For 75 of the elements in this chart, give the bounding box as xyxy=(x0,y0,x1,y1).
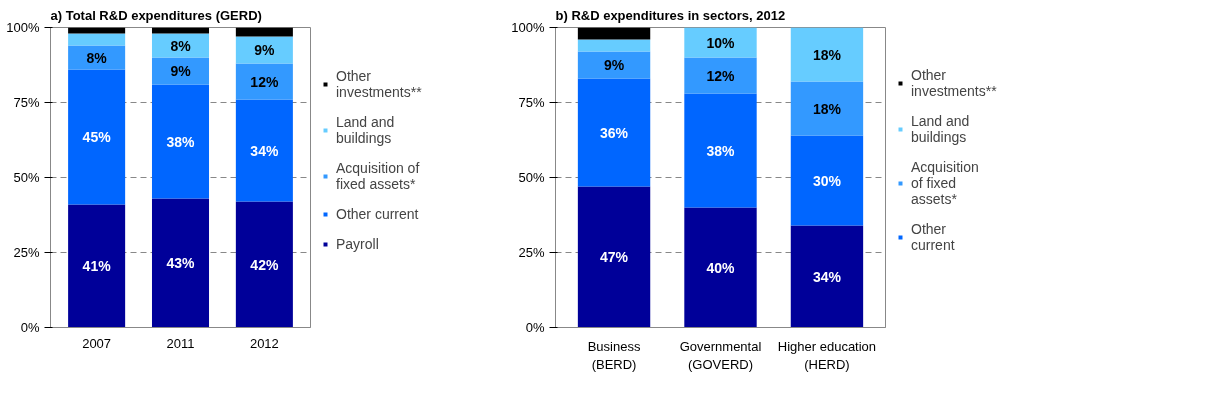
data-label: 18% xyxy=(812,46,842,63)
chart-title: a) Total R&D expenditures (GERD) xyxy=(50,7,262,23)
y-tick-label: 50% xyxy=(13,170,40,185)
x-tick-label: Higher education (HERD) xyxy=(777,338,877,372)
bar xyxy=(790,135,864,226)
bar xyxy=(790,27,864,82)
y-tick-label: 75% xyxy=(518,95,545,110)
bar xyxy=(68,69,126,205)
bar xyxy=(151,57,210,85)
data-label: 36% xyxy=(600,124,629,141)
bar xyxy=(577,39,651,52)
bar xyxy=(151,198,210,328)
x-tick-label: 2011 xyxy=(166,335,195,351)
bar xyxy=(684,207,757,328)
bar xyxy=(790,81,864,136)
data-label: 34% xyxy=(812,268,842,285)
y-tick-label: 75% xyxy=(13,95,40,110)
y-tick-label: 0% xyxy=(20,320,40,335)
data-label: 40% xyxy=(706,259,736,276)
data-label: 43% xyxy=(166,255,196,271)
data-label: 34% xyxy=(250,142,279,159)
bar xyxy=(151,84,210,199)
data-label: 45% xyxy=(82,129,112,145)
data-label: 9% xyxy=(603,57,625,73)
bar xyxy=(684,57,757,94)
legend-label: Other investments** xyxy=(336,68,422,100)
x-tick-label: 2012 xyxy=(249,335,279,351)
bar xyxy=(235,36,293,64)
bar xyxy=(235,27,293,37)
bar xyxy=(68,204,126,328)
data-label: 30% xyxy=(812,172,842,189)
legend-label: Acquisition of fixed assets* xyxy=(911,159,979,207)
data-label: 9% xyxy=(254,42,276,58)
bar xyxy=(577,78,651,187)
bar xyxy=(577,27,651,40)
data-label: 10% xyxy=(706,34,736,51)
legend-label: Payroll xyxy=(336,236,379,252)
data-label: 38% xyxy=(166,133,196,150)
bar xyxy=(68,33,126,46)
legend-label: Acquisition of fixed assets* xyxy=(336,160,420,192)
data-label: 42% xyxy=(250,256,279,273)
chart-title: b) R&D expenditures in sectors, 2012 xyxy=(555,7,786,23)
y-tick-label: 25% xyxy=(518,245,545,260)
bar xyxy=(577,51,651,79)
bar xyxy=(235,201,293,328)
data-label: 9% xyxy=(170,63,192,79)
legend-label: Other investments** xyxy=(911,67,997,99)
bar xyxy=(151,27,210,34)
y-tick-label: 0% xyxy=(525,320,545,335)
y-tick-label: 100% xyxy=(6,20,40,35)
data-label: 41% xyxy=(82,258,112,274)
legend-label: Other current xyxy=(911,221,955,253)
bar xyxy=(684,93,757,208)
data-label: 8% xyxy=(86,49,108,66)
data-label: 38% xyxy=(706,142,736,159)
y-tick-label: 25% xyxy=(13,245,40,260)
bar xyxy=(577,186,651,328)
data-label: 18% xyxy=(812,100,842,117)
y-tick-label: 50% xyxy=(518,170,545,185)
legend-label: Land and buildings xyxy=(911,113,970,145)
bar xyxy=(684,27,757,58)
y-tick-label: 100% xyxy=(511,20,545,35)
data-label: 12% xyxy=(706,67,736,84)
data-label: 12% xyxy=(250,73,279,90)
data-label: 47% xyxy=(600,249,629,265)
x-tick-label: Governmental (GOVERD) xyxy=(679,338,762,372)
bar xyxy=(790,225,864,328)
legend-label: Land and buildings xyxy=(336,114,395,146)
bar xyxy=(235,99,293,202)
x-tick-label: Business (BERD) xyxy=(587,338,641,372)
bar xyxy=(235,63,293,100)
x-tick-label: 2007 xyxy=(82,335,112,351)
legend-label: Other current xyxy=(336,206,419,222)
data-label: 8% xyxy=(170,37,192,54)
bar xyxy=(68,27,126,34)
